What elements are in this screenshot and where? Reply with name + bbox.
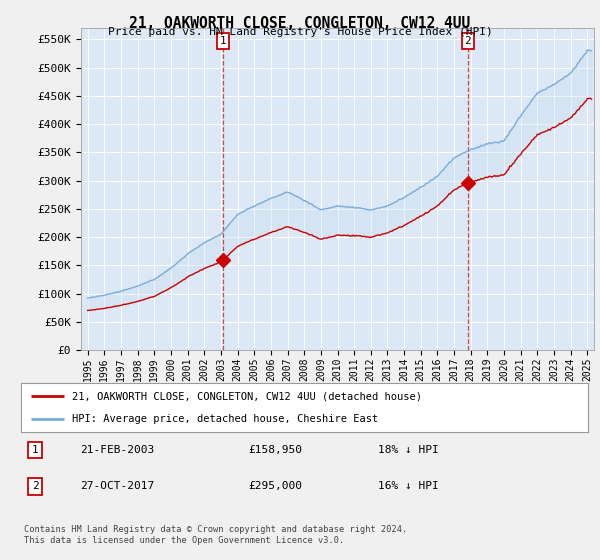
Text: 21, OAKWORTH CLOSE, CONGLETON, CW12 4UU: 21, OAKWORTH CLOSE, CONGLETON, CW12 4UU — [130, 16, 470, 31]
Text: 21, OAKWORTH CLOSE, CONGLETON, CW12 4UU (detached house): 21, OAKWORTH CLOSE, CONGLETON, CW12 4UU … — [72, 391, 422, 402]
Text: 1: 1 — [220, 36, 226, 46]
Text: 18% ↓ HPI: 18% ↓ HPI — [378, 445, 439, 455]
Text: Price paid vs. HM Land Registry's House Price Index (HPI): Price paid vs. HM Land Registry's House … — [107, 27, 493, 37]
Text: Contains HM Land Registry data © Crown copyright and database right 2024.
This d: Contains HM Land Registry data © Crown c… — [24, 525, 407, 545]
Text: 16% ↓ HPI: 16% ↓ HPI — [378, 482, 439, 492]
Text: 1: 1 — [32, 445, 38, 455]
Text: 2: 2 — [32, 482, 38, 492]
Text: 27-OCT-2017: 27-OCT-2017 — [80, 482, 155, 492]
Text: £158,950: £158,950 — [248, 445, 302, 455]
Text: 2: 2 — [464, 36, 471, 46]
Text: HPI: Average price, detached house, Cheshire East: HPI: Average price, detached house, Ches… — [72, 414, 378, 424]
Text: 21-FEB-2003: 21-FEB-2003 — [80, 445, 155, 455]
Text: £295,000: £295,000 — [248, 482, 302, 492]
